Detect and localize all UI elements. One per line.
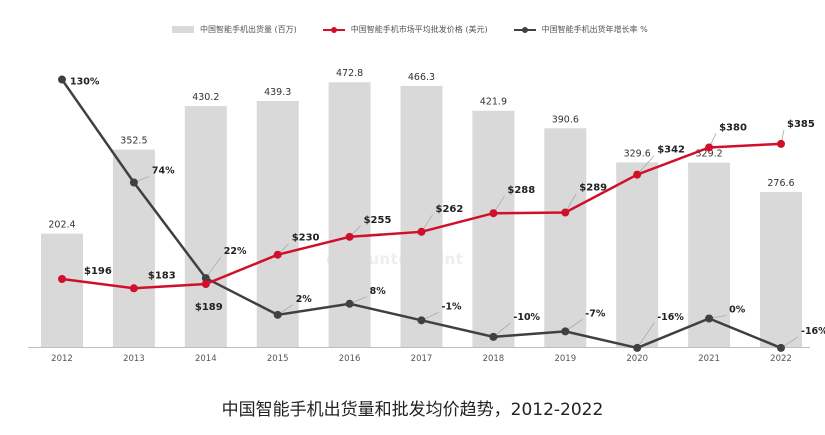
price-point-2022 [777, 139, 785, 148]
bar-label-2013: 352.5 [120, 136, 147, 147]
tick-label-2014: 2014 [195, 354, 217, 364]
bar-label-2015: 439.3 [264, 87, 291, 98]
chart-canvas: 202.4 352.5 430.2 439.3 472.8 466.3 421.9 390.6… [28, 68, 825, 364]
bar-label-group: 202.4 352.5 430.2 439.3 472.8 466.3 421.9 390.6… [48, 68, 794, 230]
bar-label-2021: 329.2 [695, 149, 722, 160]
price-point-2021 [705, 143, 714, 152]
bar-2015 [256, 100, 299, 347]
bar-label-2014: 430.2 [192, 92, 219, 103]
growth-label-2017: -1% [442, 301, 463, 312]
price-label-2013: $183 [148, 270, 176, 281]
growth-point-2012 [58, 75, 66, 84]
price-label-2020: $342 [657, 145, 685, 156]
legend: 中国智能手机出货量 (百万) 中国智能手机市场平均批发价格 (美元) 中国智能手… [172, 24, 648, 35]
tick-label-2019: 2019 [554, 354, 576, 364]
growth-point-2016 [345, 299, 354, 308]
tick-label-2015: 2015 [267, 354, 289, 364]
growth-label-2018: -10% [513, 312, 540, 323]
tick-label-2020: 2020 [626, 354, 648, 364]
bar-2019 [544, 128, 587, 347]
growth-point-2018 [489, 332, 498, 341]
growth-point-2015 [273, 310, 282, 319]
price-leader-2020 [636, 155, 655, 175]
legend-item-price: 中国智能手机市场平均批发价格 (美元) [322, 24, 488, 35]
growth-label-2021: 0% [729, 305, 746, 316]
bar-series [41, 82, 802, 348]
legend-swatch-price-line [322, 26, 345, 33]
tick-label-2017: 2017 [411, 354, 433, 364]
growth-leader-2014 [205, 256, 222, 279]
price-line-series: $196 $183 $189 $230 $255 $262 $288 $289 $342 $380… [58, 119, 815, 313]
bar-label-2012: 202.4 [48, 220, 75, 231]
bar-2014 [184, 106, 227, 347]
growth-label-2020: -16% [657, 312, 684, 323]
growth-point-2021 [705, 314, 714, 323]
x-tick-labels: 2012 2013 2014 2015 2016 2017 2018 2019 2020 2021… [51, 354, 792, 364]
growth-label-2013: 74% [152, 165, 175, 176]
tick-label-2013: 2013 [123, 354, 145, 364]
growth-point-2014 [201, 274, 210, 283]
tick-label-2022: 2022 [770, 354, 792, 364]
price-label-2018: $288 [507, 185, 535, 196]
bar-label-2018: 421.9 [480, 97, 507, 108]
legend-label-shipments: 中国智能手机出货量 (百万) [200, 25, 297, 34]
growth-point-2017 [417, 316, 426, 325]
price-point-2013 [129, 284, 138, 293]
bar-2012 [41, 233, 83, 347]
tick-label-2016: 2016 [339, 354, 361, 364]
price-label-2021: $380 [719, 122, 747, 133]
chart-caption: 中国智能手机出货量和批发均价趋势，2012-2022 [221, 400, 604, 420]
growth-point-2019 [561, 327, 570, 336]
growth-leader-2020 [636, 322, 655, 349]
bar-label-2017: 466.3 [408, 72, 435, 83]
price-label-2012: $196 [84, 266, 112, 277]
growth-label-2019: -7% [585, 308, 606, 319]
tick-label-2018: 2018 [483, 354, 505, 364]
bar-2020 [616, 162, 659, 347]
legend-item-shipments: 中国智能手机出货量 (百万) [172, 24, 297, 35]
growth-point-2020 [633, 343, 642, 352]
price-label-2022: $385 [787, 119, 815, 130]
price-point-2020 [633, 170, 642, 179]
growth-label-2015: 2% [296, 294, 313, 305]
bar-2017 [400, 85, 443, 347]
bar-label-2016: 472.8 [336, 68, 363, 79]
growth-label-2014: 22% [224, 246, 247, 257]
growth-point-2013 [129, 178, 138, 187]
legend-item-growth: 中国智能手机出货年增长率 % [513, 24, 648, 35]
tick-label-2012: 2012 [51, 354, 73, 364]
price-label-2014: $189 [195, 302, 223, 313]
price-label-2015: $230 [292, 233, 320, 244]
legend-swatch-bar [172, 26, 194, 33]
bar-2018 [472, 110, 515, 348]
legend-label-price: 中国智能手机市场平均批发价格 (美元) [350, 25, 488, 34]
price-point-2017 [417, 227, 426, 236]
price-point-2018 [489, 209, 498, 218]
growth-point-2022 [777, 343, 785, 352]
tick-label-2021: 2021 [698, 354, 720, 364]
growth-line-series: 130% 74% 22% 2% 8% -1% -10% -7% -16% 0% -16% [58, 75, 825, 352]
bar-label-2020: 329.6 [624, 148, 651, 159]
price-point-2016 [345, 232, 354, 241]
legend-label-growth: 中国智能手机出货年增长率 % [541, 25, 648, 34]
growth-label-2016: 8% [370, 286, 387, 297]
growth-label-2022: -16% [801, 326, 825, 337]
legend-swatch-growth-line [513, 26, 536, 33]
bar-label-2019: 390.6 [552, 114, 579, 125]
price-point-2015 [273, 250, 282, 259]
price-label-2017: $262 [436, 204, 464, 215]
bar-2022 [760, 192, 802, 347]
price-label-2019: $289 [579, 183, 607, 194]
price-label-2016: $255 [364, 215, 392, 226]
price-point-2014 [201, 280, 210, 289]
growth-label-2012: 130% [70, 77, 100, 88]
bar-label-2022: 276.6 [767, 178, 794, 189]
price-point-2012 [58, 275, 66, 283]
price-point-2019 [561, 208, 570, 217]
